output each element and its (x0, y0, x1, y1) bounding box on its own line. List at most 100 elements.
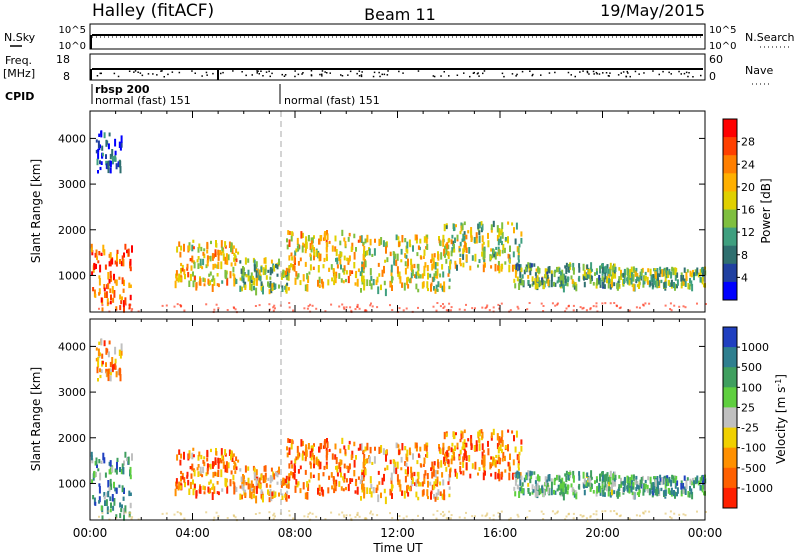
data-cell (96, 366, 99, 374)
data-cell (270, 259, 273, 264)
data-cell (208, 273, 211, 277)
data-cell (683, 486, 686, 490)
data-cell (90, 451, 93, 457)
data-cell (589, 308, 592, 311)
data-cell (313, 235, 315, 239)
data-cell (622, 272, 625, 278)
data-cell (276, 481, 279, 485)
data-cell (430, 467, 433, 471)
data-cell (513, 227, 515, 234)
data-cell (108, 132, 111, 137)
data-cell (498, 307, 501, 310)
nave-dot (634, 70, 637, 73)
data-cell (341, 437, 344, 444)
data-cell (658, 273, 661, 278)
data-cell (249, 282, 252, 291)
data-cell (465, 442, 468, 448)
data-cell (318, 284, 321, 288)
data-cell (123, 306, 125, 313)
data-cell (554, 512, 557, 515)
data-cell (198, 243, 201, 249)
data-cell (649, 280, 652, 286)
data-cell (345, 306, 348, 309)
data-cell (691, 491, 694, 500)
data-cell (333, 273, 336, 281)
data-cell (425, 445, 428, 452)
data-cell (225, 253, 228, 261)
data-cell (260, 266, 263, 273)
data-cell (560, 488, 563, 495)
data-cell (618, 491, 621, 497)
data-cell (192, 447, 195, 451)
data-cell (346, 257, 349, 262)
data-cell (332, 476, 335, 481)
data-cell (359, 271, 362, 277)
nave-dot (100, 72, 102, 75)
data-cell (287, 438, 290, 443)
data-cell (416, 252, 419, 257)
data-cell (490, 228, 493, 233)
data-cell (199, 258, 202, 266)
data-cell (565, 475, 568, 483)
data-cell (347, 483, 350, 492)
data-cell (377, 470, 380, 475)
data-cell (267, 489, 269, 495)
nave-dot (652, 70, 654, 72)
data-cell (364, 468, 367, 476)
data-cell (481, 431, 484, 439)
data-cell (515, 263, 518, 271)
data-cell (107, 160, 110, 168)
data-cell (417, 514, 419, 517)
colorbar-segment (723, 209, 737, 229)
data-cell (574, 490, 577, 494)
data-cell (507, 444, 509, 452)
data-cell (492, 428, 495, 436)
nave-dot (448, 75, 450, 77)
data-cell (325, 242, 328, 250)
data-cell (105, 291, 108, 298)
data-cell (278, 258, 280, 266)
data-cell (252, 483, 254, 488)
nave-dot (360, 74, 363, 76)
data-cell (604, 510, 607, 513)
data-cell (462, 462, 465, 468)
data-cell (570, 483, 573, 488)
data-cell (108, 469, 111, 475)
data-cell (181, 264, 184, 270)
data-cell (338, 481, 341, 487)
data-cell (582, 471, 585, 479)
data-cell (664, 275, 667, 282)
data-cell (649, 476, 652, 481)
data-cell (311, 452, 314, 458)
data-cell (363, 454, 366, 460)
data-cell (601, 483, 604, 490)
data-cell (487, 440, 489, 447)
nave-dot (341, 75, 344, 77)
data-cell (244, 465, 247, 473)
data-cell (441, 285, 444, 292)
y-tick-label: 4000 (58, 132, 86, 145)
data-cell (534, 272, 537, 276)
data-cell (317, 265, 320, 273)
data-cell (288, 514, 291, 517)
data-cell (114, 468, 117, 473)
data-cell (696, 510, 698, 513)
data-cell (181, 267, 184, 272)
nave-dot (167, 73, 169, 76)
data-cell (305, 444, 308, 451)
data-cell (669, 490, 672, 495)
data-cell (583, 270, 586, 277)
data-cell (498, 436, 501, 443)
data-cell (239, 493, 242, 500)
data-cell (366, 442, 369, 451)
data-cell (660, 279, 663, 284)
nave-dot (668, 71, 670, 74)
data-cell (340, 278, 343, 283)
data-cell (109, 300, 112, 305)
data-cell (492, 457, 495, 463)
data-cell (115, 467, 118, 475)
data-cell (588, 477, 591, 485)
data-cell (507, 461, 510, 467)
data-cell (358, 515, 361, 518)
data-cell (412, 453, 414, 460)
